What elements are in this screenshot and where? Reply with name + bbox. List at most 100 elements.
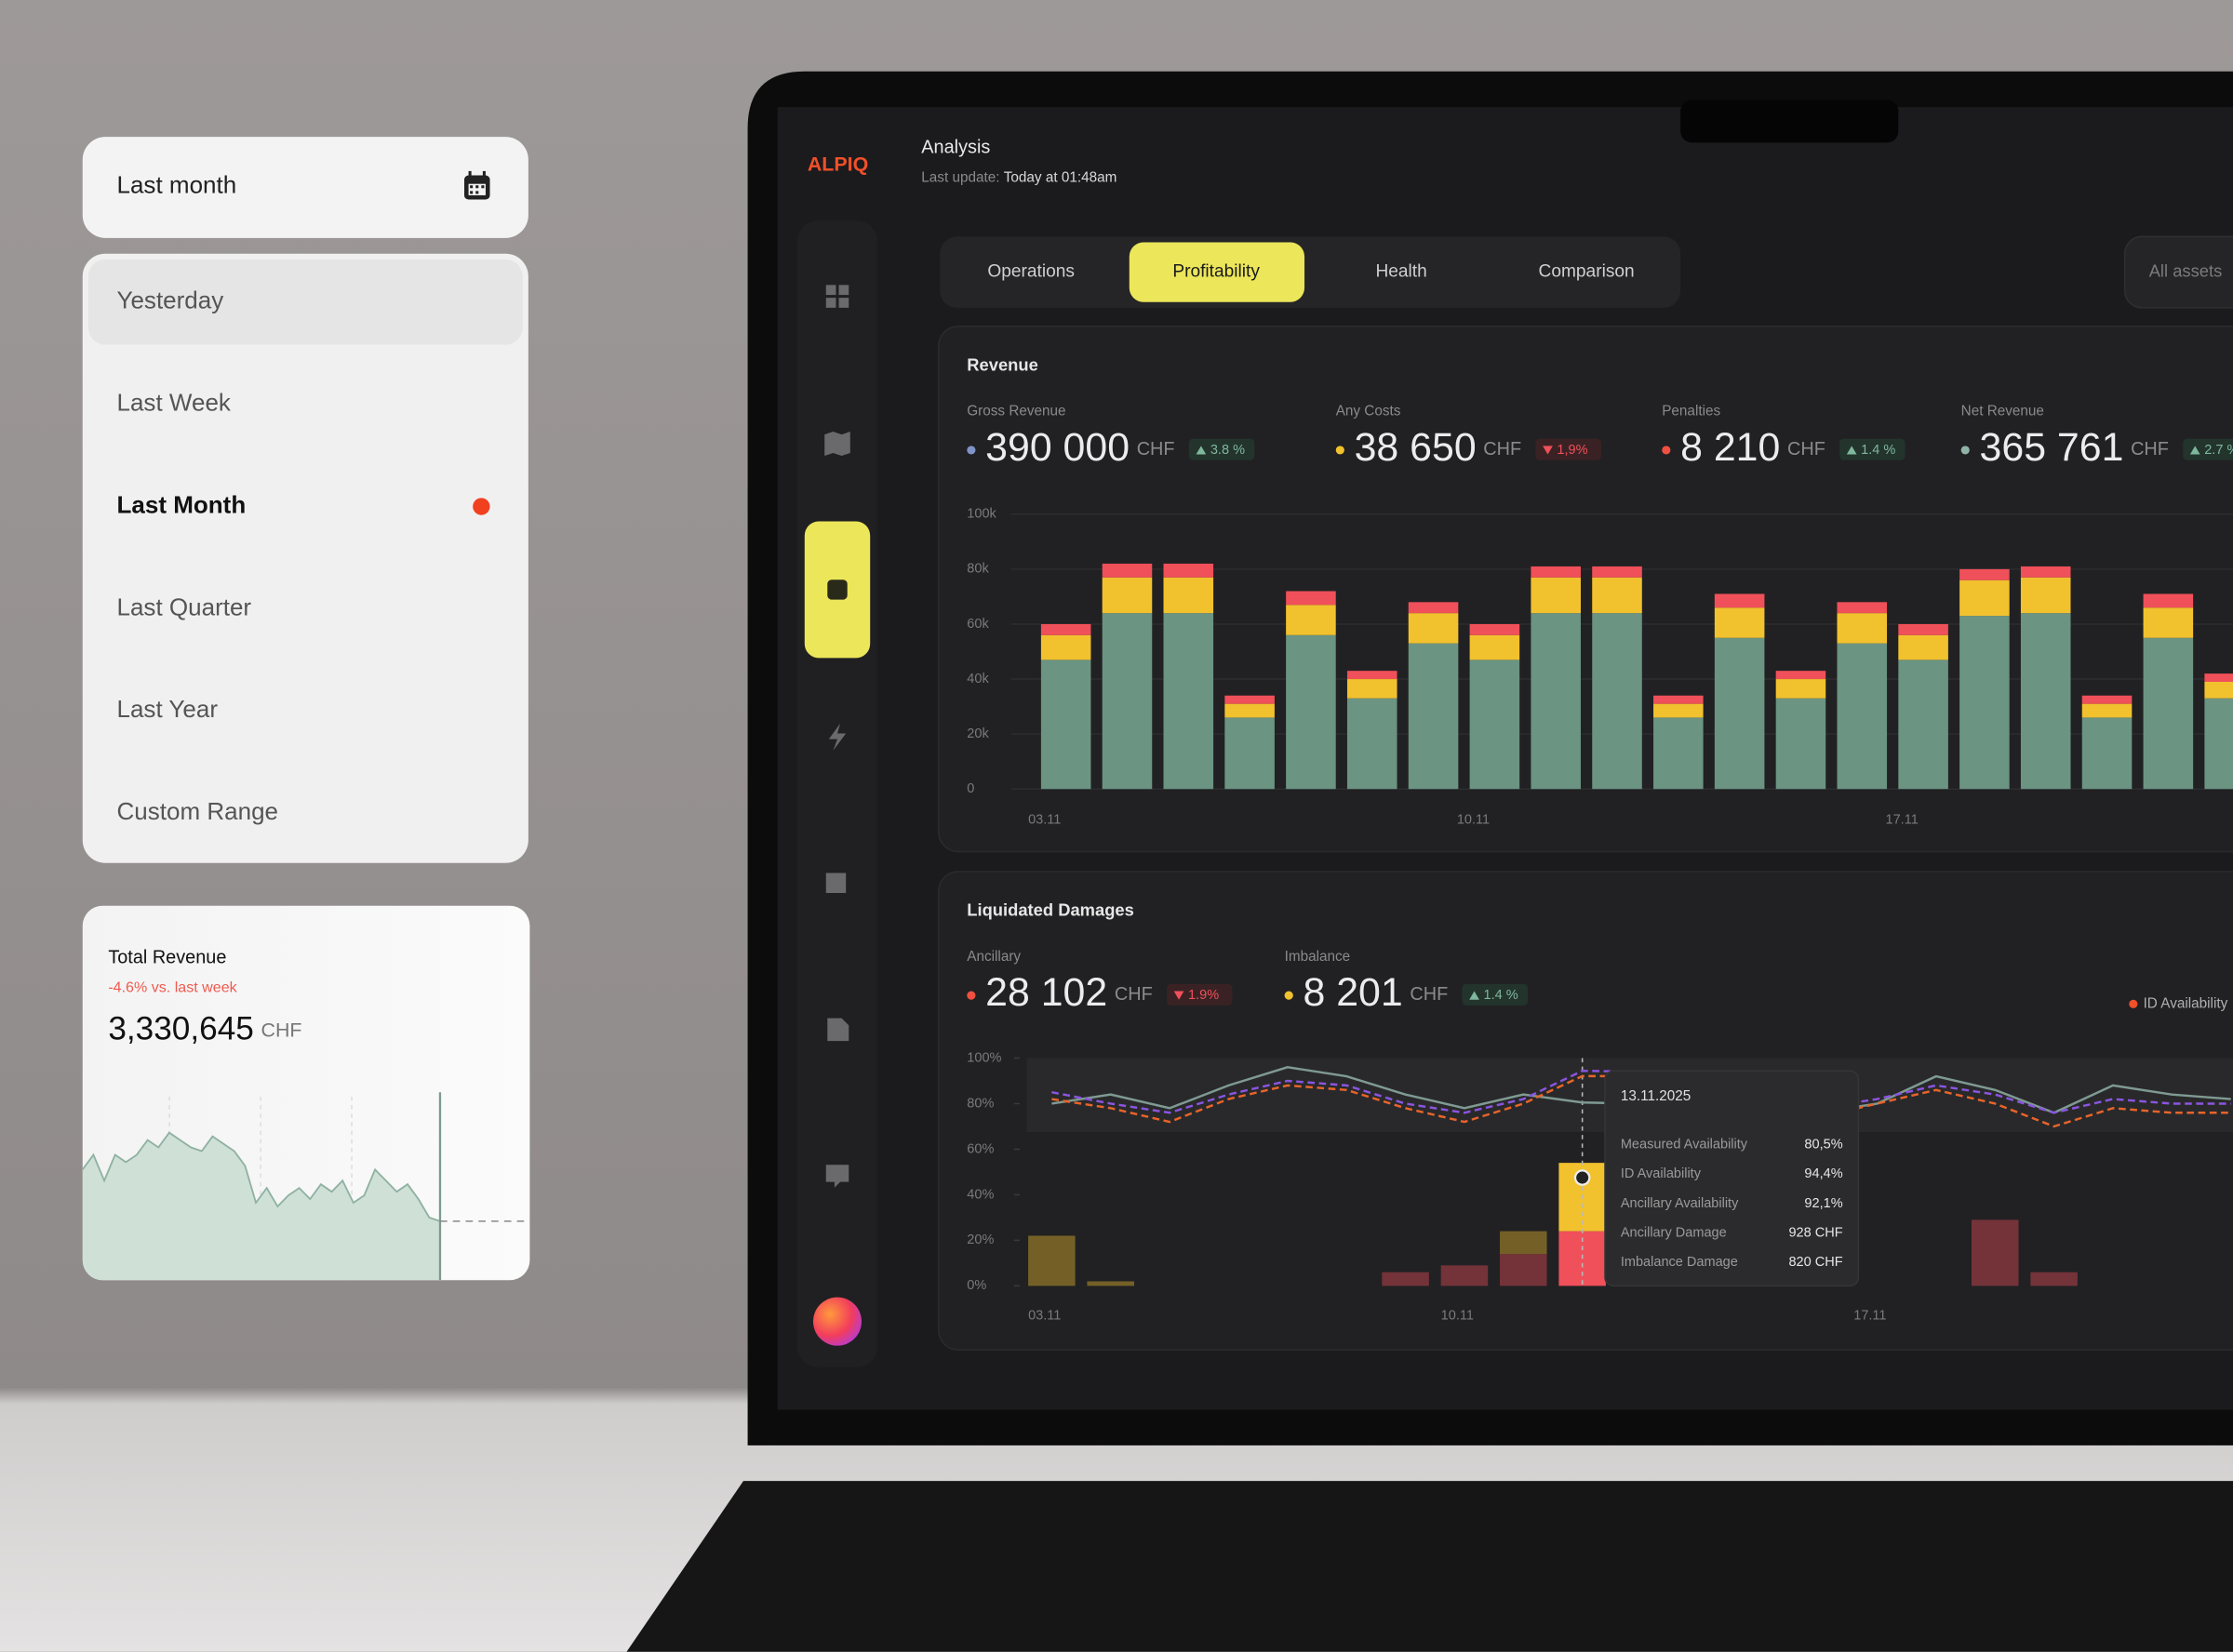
bar-segment	[1224, 717, 1275, 790]
date-option[interactable]: Last Year	[117, 695, 219, 723]
bar-segment	[1163, 577, 1214, 614]
calendar-icon[interactable]	[463, 170, 490, 200]
kpi-dot	[1960, 446, 1970, 455]
delta-arrow	[1196, 446, 1207, 455]
date-option[interactable]: Custom Range	[117, 797, 279, 825]
map-icon[interactable]	[824, 432, 850, 457]
bar-segment	[1959, 568, 2010, 580]
damage-bar	[1500, 1231, 1547, 1255]
bar-segment	[2143, 637, 2194, 790]
bar-segment	[1531, 577, 1581, 614]
bar-segment	[1163, 613, 1214, 790]
delta-arrow	[1846, 446, 1857, 455]
bolt-icon[interactable]	[828, 723, 847, 751]
damage-bar	[1971, 1219, 2019, 1286]
asset-filter-box[interactable]	[2123, 235, 2233, 309]
damage-bar	[2030, 1272, 2078, 1286]
bar-segment	[1592, 613, 1642, 790]
panel-title: Revenue	[967, 354, 1038, 374]
bar-segment	[2143, 593, 2194, 608]
kpi-label: Ancillary	[967, 949, 1021, 965]
bar-segment	[1408, 643, 1459, 790]
hover-row	[87, 259, 523, 345]
sparkline-line	[82, 1131, 441, 1222]
tab-bar	[940, 236, 1681, 308]
active-tab[interactable]	[1129, 242, 1305, 302]
tab[interactable]: Health	[1375, 262, 1426, 282]
delta-value: 1,9%	[1557, 443, 1587, 458]
damage-bar	[1087, 1281, 1134, 1286]
date-picker-field[interactable]	[82, 137, 528, 238]
kpi-number: 28 102	[985, 970, 1107, 1015]
tab[interactable]: Operations	[987, 262, 1075, 282]
delta-badge	[1462, 983, 1528, 1006]
bar-segment	[2081, 695, 2133, 704]
bar-segment	[2020, 613, 2071, 790]
kpi-dot	[967, 991, 976, 1000]
bar-segment	[1959, 616, 2010, 790]
x-tick-label: 03.11	[1028, 1308, 1061, 1323]
bar-segment	[1286, 591, 1336, 606]
kpi-number: 390 000	[985, 425, 1130, 470]
date-option[interactable]: Last Week	[117, 389, 232, 417]
bar-segment	[1286, 605, 1336, 635]
bar-segment	[1224, 703, 1275, 718]
chat-icon[interactable]	[825, 1165, 849, 1188]
tooltip-value: 94,4%	[1804, 1166, 1842, 1181]
tab[interactable]: Profitability	[1172, 262, 1260, 282]
sidebar-icons	[804, 285, 871, 1188]
asset-filter[interactable]: All assets	[2149, 260, 2223, 280]
bar-segment	[1286, 634, 1336, 790]
tooltip-label: ID Availability	[1621, 1166, 1702, 1181]
bar-segment	[1898, 634, 1948, 660]
bar-segment	[2020, 577, 2071, 614]
dashboard-icon[interactable]	[825, 285, 849, 308]
bar-segment	[1469, 659, 1520, 790]
tab[interactable]: Comparison	[1539, 262, 1635, 282]
bar-segment	[1408, 613, 1459, 644]
date-option[interactable]: Yesterday	[117, 286, 224, 314]
panel-title: Liquidated Damages	[967, 900, 1134, 920]
date-option[interactable]: Last Month	[117, 490, 247, 518]
bar-segment	[2081, 717, 2133, 790]
bar-segment	[1408, 602, 1459, 614]
date-picker-value[interactable]: Last month	[117, 171, 237, 199]
y-tick-label: 20k	[967, 726, 989, 741]
date-options: Yesterday Last Week Last Month Last Quarter…	[117, 286, 490, 825]
x-tick-label: 17.11	[1853, 1308, 1886, 1323]
kpi-unit: CHF	[1115, 984, 1153, 1005]
legend-entry: ID Availability	[2144, 995, 2228, 1011]
kpi-value: 8 210 CHF	[1680, 425, 1825, 470]
kpi-dot	[967, 446, 976, 455]
kpi-dot	[1662, 446, 1671, 455]
kpi-number: 8 210	[1680, 425, 1780, 470]
bar-segment	[1040, 634, 1091, 660]
legend-dot	[2129, 999, 2138, 1008]
y-tick-label: 60%	[967, 1141, 994, 1156]
chip-icon	[827, 580, 848, 600]
tooltip-value: 80,5%	[1804, 1138, 1842, 1152]
y-tick-label: 80k	[967, 562, 989, 577]
tooltip-label: Measured Availability	[1621, 1138, 1748, 1152]
document-icon[interactable]	[827, 1018, 849, 1042]
tooltip-date: 13.11.2025	[1621, 1088, 1691, 1104]
bar-segment	[1775, 698, 1826, 790]
bar-segment	[1775, 679, 1826, 699]
sparkline-area	[82, 1092, 530, 1281]
availability-line	[1051, 1074, 2231, 1128]
bar-segment	[1469, 623, 1520, 635]
y-tick-label: 0	[967, 781, 974, 796]
tooltip-label: Ancillary Damage	[1621, 1225, 1727, 1240]
bar-segment	[1837, 643, 1888, 790]
y-tick-label: 20%	[967, 1232, 994, 1247]
kpi-dot	[1284, 991, 1293, 1000]
bar-segment	[2204, 698, 2233, 790]
damage-bar	[1382, 1272, 1429, 1286]
date-option[interactable]: Last Quarter	[117, 593, 252, 620]
tooltip-value: 928 CHF	[1788, 1225, 1842, 1240]
damage-bar	[1440, 1265, 1489, 1286]
bar-segment	[1163, 563, 1214, 578]
tooltip: 13.11.2025 Measured Availability 80,5% ID …	[1604, 1070, 1860, 1287]
report-icon[interactable]	[825, 873, 847, 893]
avatar[interactable]	[812, 1297, 862, 1346]
